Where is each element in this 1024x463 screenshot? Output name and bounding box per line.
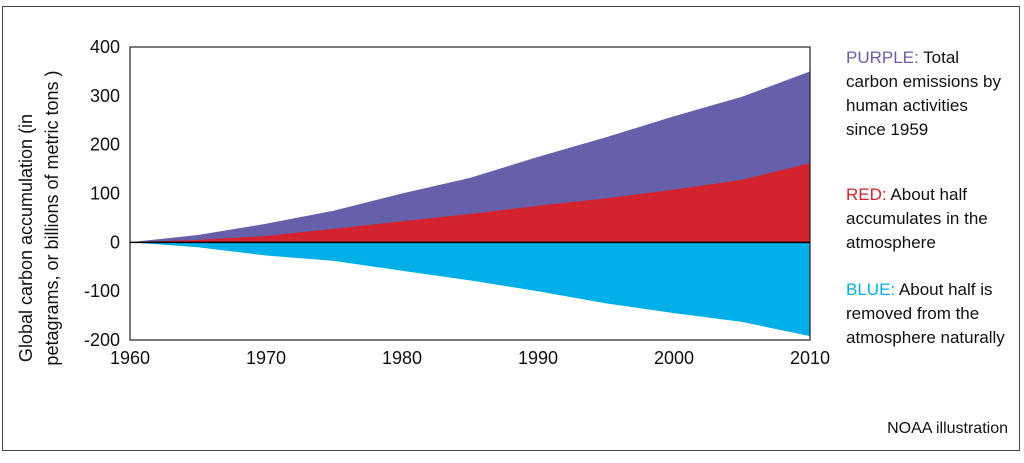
y-tick-label: 0 — [110, 232, 120, 252]
legend-red-text: About half accumulates in the atmosphere — [846, 185, 988, 252]
legend-red-key: RED: — [846, 185, 887, 204]
legend-red: RED: About half accumulates in the atmos… — [846, 183, 1011, 255]
x-tick-label: 2010 — [790, 348, 830, 368]
y-tick-label: 200 — [90, 135, 120, 155]
area-series-1 — [130, 163, 810, 243]
plot-area-border — [129, 46, 811, 341]
legend-blue-text: About half is removed from the atmospher… — [846, 280, 1005, 347]
credit-text: NOAA illustration — [887, 420, 1008, 437]
area-series-2 — [130, 242, 810, 337]
y-tick-label: -100 — [84, 281, 120, 301]
x-tick-label: 2000 — [654, 348, 694, 368]
chart-areas — [130, 71, 810, 337]
legend-purple-key: PURPLE: — [846, 48, 919, 67]
legend-blue-key: BLUE: — [846, 280, 896, 299]
x-tick-label: 1960 — [110, 348, 150, 368]
y-tick-label: 100 — [90, 184, 120, 204]
x-tick-label: 1990 — [518, 348, 558, 368]
y-axis-label-line1: Global carbon accumulation (in — [16, 114, 36, 362]
y-axis-label-line2: petagrams, or billions of metric tons ) — [42, 70, 62, 365]
y-tick-label: -200 — [84, 330, 120, 350]
x-tick-label: 1980 — [382, 348, 422, 368]
legend-purple: PURPLE: Total carbon emissions by human … — [846, 46, 1011, 142]
x-tick-label: 1970 — [246, 348, 286, 368]
y-tick-label: 300 — [90, 86, 120, 106]
x-axis-ticks: 1960 1970 1980 1990 2000 2010 — [110, 348, 830, 368]
y-tick-label: 400 — [90, 37, 120, 57]
y-axis-ticks: 400 300 200 100 0 -100 -200 — [84, 37, 120, 350]
legend-blue: BLUE: About half is removed from the atm… — [846, 278, 1011, 350]
legend-purple-text: Total carbon emissions by human activiti… — [846, 48, 1001, 139]
